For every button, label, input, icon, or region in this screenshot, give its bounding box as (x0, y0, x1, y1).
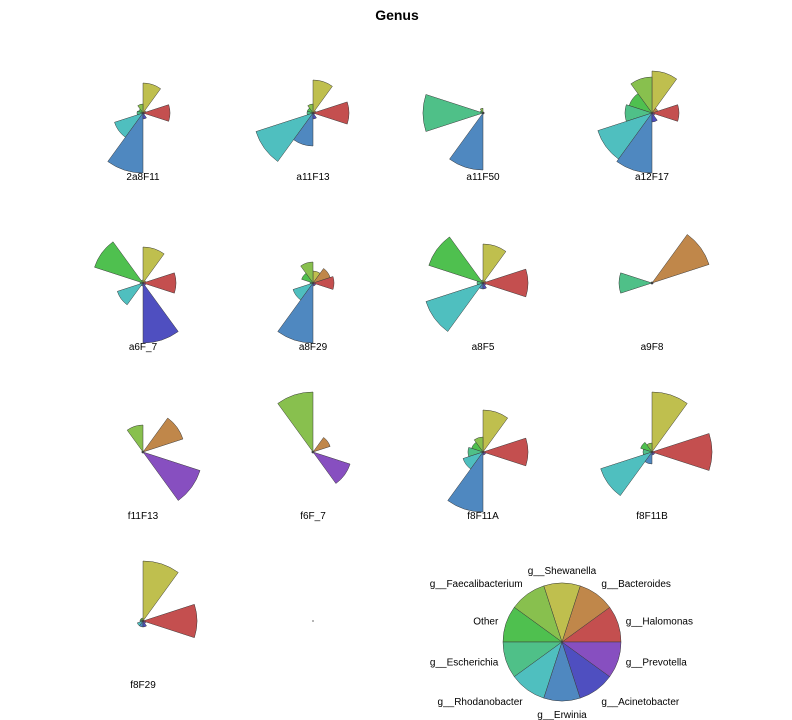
sample-plot: a8F5 (425, 236, 529, 353)
sample-label: 2a8F11 (126, 172, 160, 183)
wedge-g-halomonas (312, 276, 335, 290)
wedge-other (428, 236, 484, 284)
key-label: g__Rhodanobacter (438, 697, 524, 708)
wedge-g-halomonas (142, 603, 198, 639)
sample-label: a11F50 (466, 172, 500, 183)
wedge-g-halomonas (482, 437, 529, 467)
wedge-g-bacteroides (312, 268, 331, 284)
sample-plot: 2a8F11 (107, 82, 171, 183)
wedge-g-halomonas (142, 272, 177, 294)
wedge-g-shewanella (482, 409, 509, 453)
sample-label: a6F_7 (129, 342, 158, 353)
wedge-g-shewanella (651, 70, 678, 114)
wedge-g-prevotella (312, 451, 351, 484)
sample-plot: a12F17 (597, 70, 680, 183)
wedge-g-erwinia (277, 282, 314, 344)
wedge-g-prevotella (482, 282, 487, 286)
wedge-g-halomonas (312, 101, 350, 125)
wedge-g-faecalibacterium (277, 391, 314, 453)
wedge-g-faecalibacterium (307, 103, 314, 114)
wedge-g-erwinia (107, 112, 144, 174)
sample-plot: f11F13 (126, 417, 201, 522)
wedge-other (301, 272, 314, 284)
wedge-g-escherichia (422, 94, 484, 132)
wedge-g-acinetobacter (142, 282, 179, 344)
wedge-g-faecalibacterium (137, 103, 144, 114)
sample-plot: a6F_7 (94, 241, 179, 353)
key-label: g__Faecalibacterium (430, 579, 523, 590)
wedge-g-prevotella (142, 282, 147, 286)
wedge-g-halomonas (651, 433, 713, 471)
wedge-g-prevotella (312, 112, 316, 115)
wedge-g-erwinia (616, 112, 653, 174)
key-label: g__Shewanella (528, 566, 597, 577)
sample-label: f8F11B (636, 511, 668, 522)
wedge-g-faecalibacterium (630, 76, 653, 114)
sample-label: f6F_7 (300, 511, 326, 522)
key-wedge (561, 641, 622, 678)
wedge-g-shewanella (651, 391, 688, 453)
wedge-g-prevotella (651, 451, 656, 455)
wedge-g-prevotella (651, 282, 654, 285)
key-label: Other (473, 616, 499, 627)
sample-plot: f6F_7 (277, 391, 351, 522)
sample-label: a8F5 (472, 342, 495, 353)
wedge-g-rhodanobacter (600, 451, 653, 497)
sample-label: f8F11A (467, 511, 499, 522)
wedge-g-rhodanobacter (255, 112, 314, 162)
wedge-g-prevotella (142, 620, 147, 624)
sample-label: a8F29 (299, 342, 328, 353)
key-label: g__Prevotella (626, 658, 688, 669)
sample-plot: a9F8 (618, 234, 710, 353)
wedge-g-rhodanobacter (425, 282, 484, 332)
wedge-g-erwinia (293, 112, 314, 147)
wedge-g-prevotella (142, 451, 201, 501)
sample-label: f11F13 (128, 511, 159, 522)
key-label: g__Acinetobacter (601, 697, 680, 708)
wedge-g-erwinia (449, 112, 484, 171)
wedge-g-faecalibacterium (126, 424, 144, 453)
sample-plot: f8F11B (600, 391, 713, 522)
wedge-g-escherichia (618, 272, 653, 294)
empty-plot-dot (312, 620, 314, 622)
sample-label: f8F29 (130, 680, 156, 691)
key-label: g__Escherichia (430, 658, 499, 669)
wedge-g-shewanella (482, 243, 507, 284)
sample-plot: f8F11A (447, 409, 529, 522)
wedge-g-prevotella (482, 451, 487, 455)
sample-plot: a8F29 (277, 261, 335, 353)
sample-plot: a11F13 (255, 79, 350, 183)
wedge-g-prevotella (482, 112, 485, 115)
key-label: g__Bacteroides (601, 579, 671, 590)
wedge-other (640, 441, 653, 453)
wedge-g-halomonas (142, 104, 171, 122)
wedge-g-prevotella (142, 112, 146, 115)
sample-label: a11F13 (296, 172, 330, 183)
wedge-g-prevotella (312, 282, 317, 286)
wedge-g-shewanella (142, 82, 161, 114)
wedge-g-bacteroides (651, 234, 710, 284)
wedge-g-erwinia (644, 451, 653, 465)
sample-plot: f8F29 (130, 560, 198, 691)
sample-label: a12F17 (635, 172, 669, 183)
wedge-g-prevotella (651, 112, 656, 116)
wedge-g-faecalibacterium (473, 436, 484, 453)
wedge-g-shewanella (312, 79, 333, 114)
wedge-g-rhodanobacter (117, 282, 144, 306)
wedge-g-halomonas (651, 104, 680, 122)
sample-label: a9F8 (641, 342, 664, 353)
wedge-g-faecalibacterium (300, 261, 314, 284)
chart-title: Genus (375, 7, 419, 23)
wedge-g-shewanella (142, 560, 179, 622)
wedge-other (94, 241, 144, 284)
key-label: g__Halomonas (626, 616, 693, 627)
wedge-g-bacteroides (312, 437, 331, 453)
wedge-g-erwinia (447, 451, 484, 513)
wedge-g-shewanella (142, 246, 165, 284)
sample-plot: a11F50 (422, 94, 500, 183)
wedge-g-bacteroides (142, 417, 184, 453)
wedge-g-halomonas (482, 268, 529, 298)
key-label: g__Erwinia (537, 710, 587, 720)
